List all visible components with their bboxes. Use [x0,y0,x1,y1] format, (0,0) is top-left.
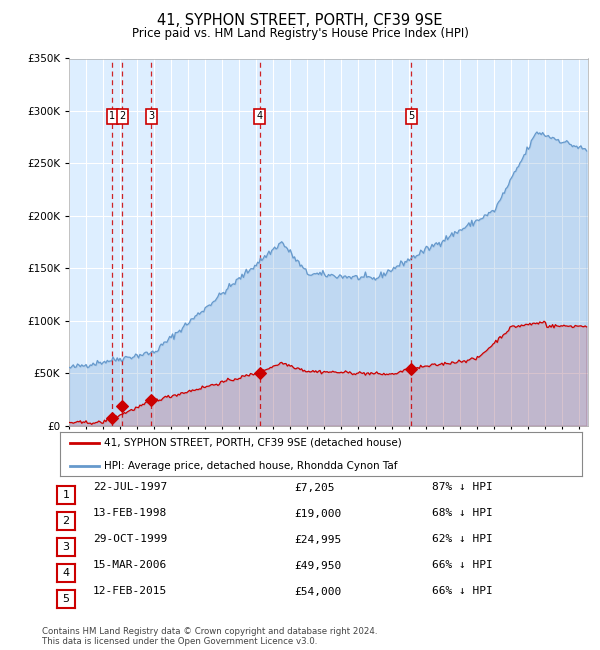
Text: 66% ↓ HPI: 66% ↓ HPI [432,560,493,571]
Text: 41, SYPHON STREET, PORTH, CF39 9SE: 41, SYPHON STREET, PORTH, CF39 9SE [157,13,443,28]
Text: 13-FEB-1998: 13-FEB-1998 [93,508,167,519]
Text: 5: 5 [408,111,415,121]
Text: £24,995: £24,995 [294,534,341,545]
Text: 22-JUL-1997: 22-JUL-1997 [93,482,167,493]
Text: 12-FEB-2015: 12-FEB-2015 [93,586,167,597]
Text: 3: 3 [148,111,154,121]
Text: 2: 2 [119,111,125,121]
Text: 15-MAR-2006: 15-MAR-2006 [93,560,167,571]
Text: 41, SYPHON STREET, PORTH, CF39 9SE (detached house): 41, SYPHON STREET, PORTH, CF39 9SE (deta… [104,437,402,448]
Text: 68% ↓ HPI: 68% ↓ HPI [432,508,493,519]
Text: £7,205: £7,205 [294,482,335,493]
Text: 1: 1 [62,490,70,501]
Text: 87% ↓ HPI: 87% ↓ HPI [432,482,493,493]
Text: £49,950: £49,950 [294,560,341,571]
Text: 66% ↓ HPI: 66% ↓ HPI [432,586,493,597]
Text: 62% ↓ HPI: 62% ↓ HPI [432,534,493,545]
Point [146,395,156,405]
Text: This data is licensed under the Open Government Licence v3.0.: This data is licensed under the Open Gov… [42,637,317,646]
Text: Contains HM Land Registry data © Crown copyright and database right 2024.: Contains HM Land Registry data © Crown c… [42,627,377,636]
Point [255,368,265,378]
Text: 4: 4 [257,111,263,121]
Text: 5: 5 [62,594,70,604]
Text: 4: 4 [62,568,70,578]
Text: 3: 3 [62,542,70,552]
Point [117,400,127,411]
Text: 29-OCT-1999: 29-OCT-1999 [93,534,167,545]
Text: Price paid vs. HM Land Registry's House Price Index (HPI): Price paid vs. HM Land Registry's House … [131,27,469,40]
Text: £54,000: £54,000 [294,586,341,597]
Point [107,413,117,423]
Point [407,364,416,374]
Text: 2: 2 [62,516,70,526]
Text: £19,000: £19,000 [294,508,341,519]
Text: HPI: Average price, detached house, Rhondda Cynon Taf: HPI: Average price, detached house, Rhon… [104,461,398,471]
Text: 1: 1 [109,111,115,121]
